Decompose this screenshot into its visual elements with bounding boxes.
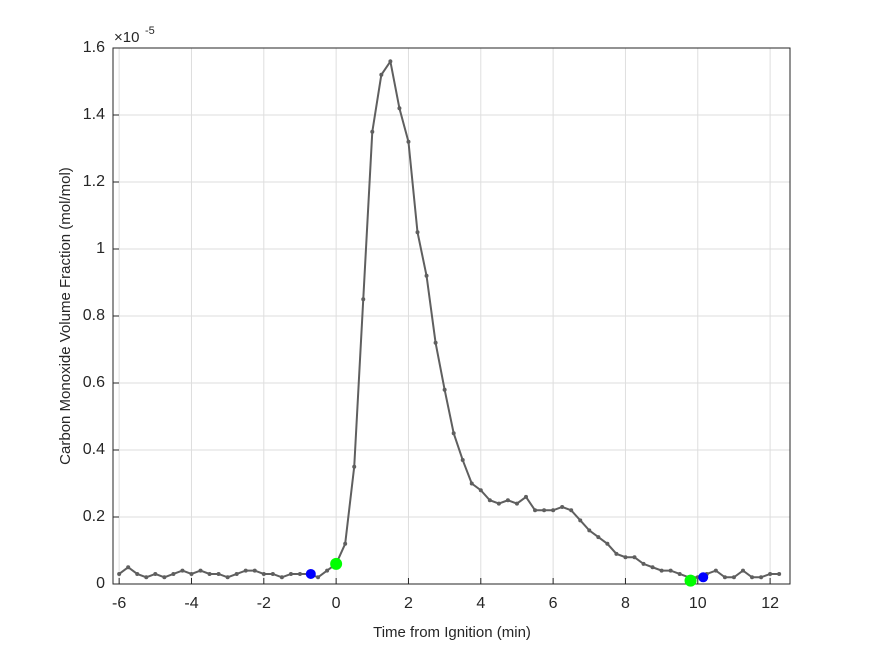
data-point [153, 571, 158, 576]
event-marker [698, 572, 709, 583]
data-point [514, 501, 519, 506]
data-point [424, 273, 429, 278]
data-point [768, 571, 773, 576]
data-point [216, 571, 221, 576]
data-point [442, 387, 447, 392]
data-point [659, 568, 664, 573]
data-point [288, 571, 293, 576]
y-tick-label: 0.4 [83, 441, 105, 458]
data-point [650, 565, 655, 570]
data-point [460, 458, 465, 463]
data-point [551, 508, 556, 513]
data-point [632, 555, 637, 560]
event-marker [305, 568, 316, 579]
data-point [415, 230, 420, 235]
x-tick-label: 2 [404, 595, 413, 612]
data-point [252, 568, 257, 573]
y-tick-label: 0.6 [83, 374, 105, 391]
y-tick-label: 1.2 [83, 173, 105, 190]
y-axis-label: Carbon Monoxide Volume Fraction (mol/mol… [57, 167, 74, 465]
x-tick-label: 0 [332, 595, 341, 612]
data-point [126, 565, 131, 570]
data-point [569, 508, 574, 513]
y-tick-label: 1.4 [83, 106, 105, 123]
data-point [316, 575, 321, 580]
data-point [605, 541, 610, 546]
data-point [207, 571, 212, 576]
data-point [343, 541, 348, 546]
data-point [478, 488, 483, 493]
data-point [523, 494, 528, 499]
x-tick-label: 8 [621, 595, 630, 612]
data-point [614, 551, 619, 556]
y-tick-label: 1.6 [83, 39, 105, 56]
event-marker [330, 557, 343, 570]
data-point [677, 571, 682, 576]
y-tick-label: 0.2 [83, 508, 105, 525]
data-point [198, 568, 203, 573]
data-point [469, 481, 474, 486]
x-tick-label: -2 [257, 595, 271, 612]
data-point [668, 568, 673, 573]
data-point [542, 508, 547, 513]
data-point [740, 568, 745, 573]
data-point [777, 571, 782, 576]
data-point [361, 297, 366, 302]
x-axis-label: Time from Ignition (min) [373, 624, 531, 641]
x-tick-label: -6 [112, 595, 126, 612]
y-exponent: -5 [145, 25, 155, 37]
data-point [279, 575, 284, 580]
x-tick-label: 6 [549, 595, 558, 612]
data-line [118, 58, 780, 579]
data-point [261, 571, 266, 576]
data-point [505, 498, 510, 503]
data-point [225, 575, 230, 580]
data-point [117, 571, 122, 576]
data-point [162, 575, 167, 580]
data-point [379, 72, 384, 77]
data-point [713, 568, 718, 573]
data-point [370, 129, 375, 134]
data-point [388, 59, 393, 64]
data-point [750, 575, 755, 580]
data-point [397, 106, 402, 111]
data-point [180, 568, 185, 573]
data-point [759, 575, 764, 580]
data-point [731, 575, 736, 580]
data-point [234, 571, 239, 576]
data-point [433, 340, 438, 345]
data-point [641, 561, 646, 566]
y-tick-label: 0.8 [83, 307, 105, 324]
data-point [270, 571, 275, 576]
x-tick-label: 4 [476, 595, 485, 612]
data-point [533, 508, 538, 513]
data-point [587, 528, 592, 533]
data-point [352, 464, 357, 469]
x-tick-label: 10 [689, 595, 707, 612]
data-point [596, 535, 601, 540]
event-marker [684, 574, 697, 587]
data-point [135, 571, 140, 576]
x-tick-label: -4 [184, 595, 198, 612]
y-tick-label: 0 [96, 575, 105, 592]
y-tick-label: 1 [96, 240, 105, 257]
data-point [487, 498, 492, 503]
y-multiplier: ×10 [114, 29, 139, 46]
data-point [578, 518, 583, 523]
data-point [406, 139, 411, 144]
data-point [623, 555, 628, 560]
data-point [243, 568, 248, 573]
data-point [451, 431, 456, 436]
data-point [297, 571, 302, 576]
plot-frame [112, 47, 791, 585]
x-tick-label: 12 [761, 595, 779, 612]
data-point [171, 571, 176, 576]
data-point [189, 571, 194, 576]
data-point [560, 504, 565, 509]
data-point [722, 575, 727, 580]
data-point [144, 575, 149, 580]
data-point [325, 568, 330, 573]
data-point [496, 501, 501, 506]
